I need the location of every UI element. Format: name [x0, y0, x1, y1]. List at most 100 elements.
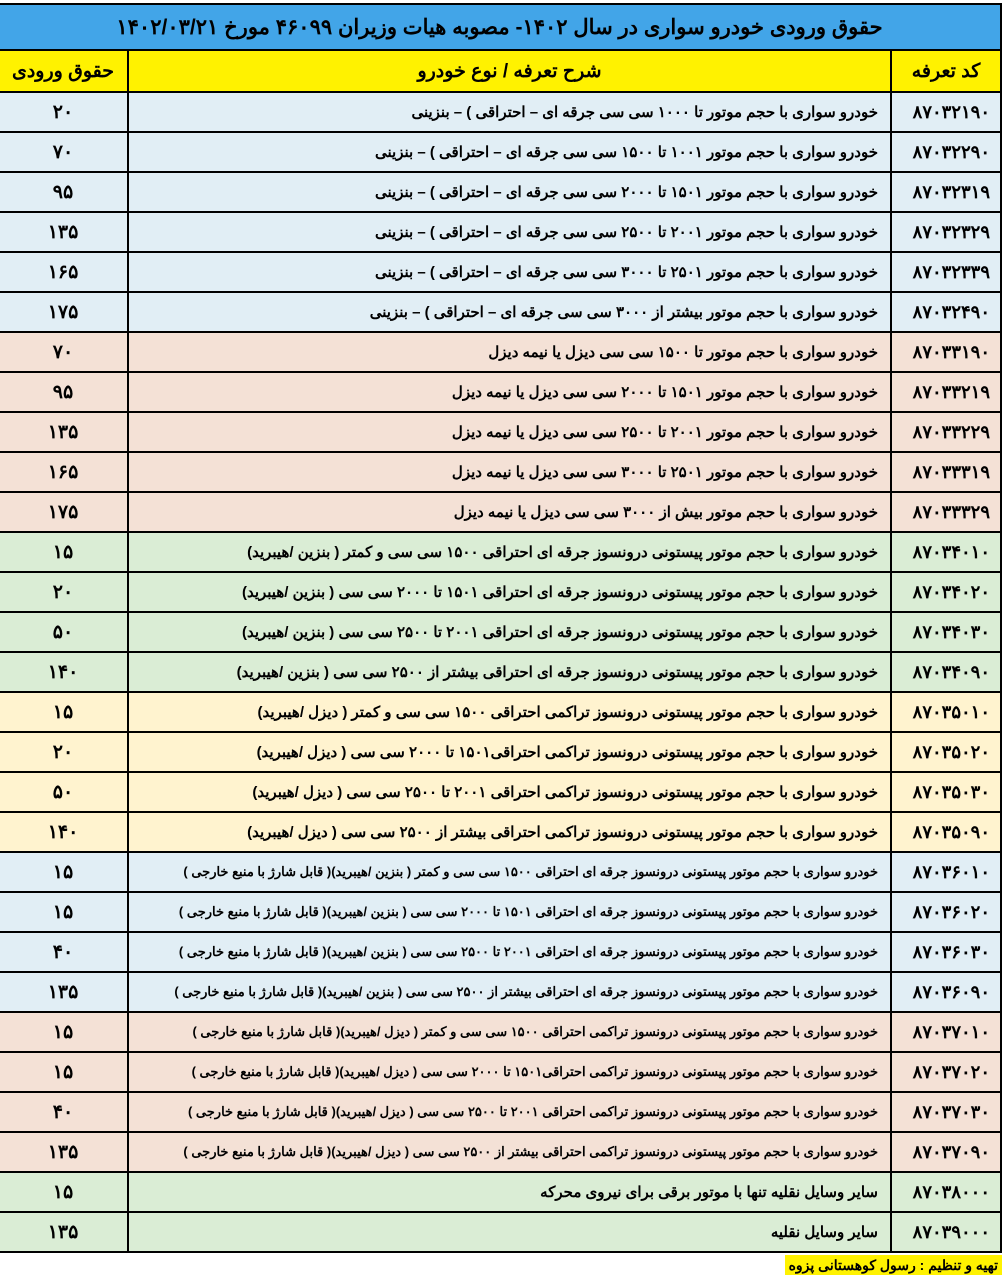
cell-duty: ۲۰	[0, 92, 128, 132]
cell-code: ۸۷۰۳۳۱۹۰	[891, 332, 1001, 372]
title-row: حقوق ورودی خودرو سواری در سال ۱۴۰۲- مصوب…	[0, 4, 1001, 50]
cell-code: ۸۷۰۳۵۰۱۰	[891, 692, 1001, 732]
cell-desc: خودرو سواری با حجم موتور ۲۵۰۱ تا ۳۰۰۰ سی…	[128, 252, 891, 292]
cell-duty: ۷۰	[0, 132, 128, 172]
cell-duty: ۱۵	[0, 852, 128, 892]
cell-desc: خودرو سواری با حجم موتور پیستونی درونسوز…	[128, 892, 891, 932]
table-row: ۸۷۰۳۶۰۹۰خودرو سواری با حجم موتور پیستونی…	[0, 972, 1001, 1012]
cell-code: ۸۷۰۳۲۳۱۹	[891, 172, 1001, 212]
table-row: ۸۷۰۳۵۰۳۰خودرو سواری با حجم موتور پیستونی…	[0, 772, 1001, 812]
table-row: ۸۷۰۳۲۳۳۹خودرو سواری با حجم موتور ۲۵۰۱ تا…	[0, 252, 1001, 292]
cell-duty: ۱۷۵	[0, 292, 128, 332]
cell-code: ۸۷۰۳۲۲۹۰	[891, 132, 1001, 172]
cell-desc: خودرو سواری با حجم موتور تا ۱۰۰۰ سی سی ج…	[128, 92, 891, 132]
table-row: ۸۷۰۳۴۰۳۰خودرو سواری با حجم موتور پیستونی…	[0, 612, 1001, 652]
cell-desc: خودرو سواری با حجم موتور پیستونی درونسوز…	[128, 532, 891, 572]
cell-duty: ۱۳۵	[0, 212, 128, 252]
table-row: ۸۷۰۳۵۰۱۰خودرو سواری با حجم موتور پیستونی…	[0, 692, 1001, 732]
cell-duty: ۵۰	[0, 612, 128, 652]
cell-duty: ۹۵	[0, 372, 128, 412]
table-row: ۸۷۰۳۴۰۲۰خودرو سواری با حجم موتور پیستونی…	[0, 572, 1001, 612]
table-row: ۸۷۰۳۵۰۲۰خودرو سواری با حجم موتور پیستونی…	[0, 732, 1001, 772]
cell-code: ۸۷۰۳۷۰۳۰	[891, 1092, 1001, 1132]
cell-duty: ۱۵	[0, 892, 128, 932]
table-row: ۸۷۰۳۵۰۹۰خودرو سواری با حجم موتور پیستونی…	[0, 812, 1001, 852]
cell-desc: خودرو سواری با حجم موتور پیستونی درونسوز…	[128, 772, 891, 812]
cell-duty: ۴۰	[0, 1092, 128, 1132]
cell-duty: ۱۵	[0, 692, 128, 732]
cell-code: ۸۷۰۳۶۰۳۰	[891, 932, 1001, 972]
cell-desc: خودرو سواری با حجم موتور بیش از ۳۰۰۰ سی …	[128, 492, 891, 532]
cell-code: ۸۷۰۳۲۳۲۹	[891, 212, 1001, 252]
cell-code: ۸۷۰۳۴۰۲۰	[891, 572, 1001, 612]
footer-credit: تهیه و تنظیم : رسول کوهستانی پزوه	[0, 1257, 1002, 1274]
table-row: ۸۷۰۳۲۳۱۹خودرو سواری با حجم موتور ۱۵۰۱ تا…	[0, 172, 1001, 212]
table-row: ۸۷۰۳۸۰۰۰سایر وسایل نقلیه تنها با موتور ب…	[0, 1172, 1001, 1212]
table-row: ۸۷۰۳۹۰۰۰سایر وسایل نقلیه۱۳۵	[0, 1212, 1001, 1252]
cell-desc: خودرو سواری با حجم موتور پیستونی درونسوز…	[128, 812, 891, 852]
cell-duty: ۱۳۵	[0, 1132, 128, 1172]
table-title: حقوق ورودی خودرو سواری در سال ۱۴۰۲- مصوب…	[0, 4, 1001, 50]
cell-duty: ۱۴۰	[0, 812, 128, 852]
cell-duty: ۱۴۰	[0, 652, 128, 692]
cell-code: ۸۷۰۳۷۰۲۰	[891, 1052, 1001, 1092]
table-row: ۸۷۰۳۳۲۲۹خودرو سواری با حجم موتور ۲۰۰۱ تا…	[0, 412, 1001, 452]
cell-desc: خودرو سواری با حجم موتور پیستونی درونسوز…	[128, 972, 891, 1012]
cell-duty: ۴۰	[0, 932, 128, 972]
table-row: ۸۷۰۳۷۰۳۰خودرو سواری با حجم موتور پیستونی…	[0, 1092, 1001, 1132]
table-row: ۸۷۰۳۲۳۲۹خودرو سواری با حجم موتور ۲۰۰۱ تا…	[0, 212, 1001, 252]
header-row: کد تعرفه شرح تعرفه / نوع خودرو حقوق ورود…	[0, 50, 1001, 92]
cell-code: ۸۷۰۳۶۰۹۰	[891, 972, 1001, 1012]
cell-desc: خودرو سواری با حجم موتور پیستونی درونسوز…	[128, 612, 891, 652]
cell-code: ۸۷۰۳۶۰۲۰	[891, 892, 1001, 932]
cell-code: ۸۷۰۳۳۳۱۹	[891, 452, 1001, 492]
cell-desc: خودرو سواری با حجم موتور پیستونی درونسوز…	[128, 732, 891, 772]
cell-code: ۸۷۰۳۲۱۹۰	[891, 92, 1001, 132]
cell-duty: ۱۳۵	[0, 972, 128, 1012]
cell-desc: خودرو سواری با حجم موتور پیستونی درونسوز…	[128, 1012, 891, 1052]
cell-code: ۸۷۰۳۴۰۹۰	[891, 652, 1001, 692]
cell-duty: ۱۵	[0, 1052, 128, 1092]
table-row: ۸۷۰۳۶۰۱۰خودرو سواری با حجم موتور پیستونی…	[0, 852, 1001, 892]
cell-code: ۸۷۰۳۵۰۲۰	[891, 732, 1001, 772]
tariff-table: حقوق ورودی خودرو سواری در سال ۱۴۰۲- مصوب…	[0, 3, 1002, 1253]
cell-duty: ۱۷۵	[0, 492, 128, 532]
cell-code: ۸۷۰۳۴۰۳۰	[891, 612, 1001, 652]
cell-duty: ۱۵	[0, 1172, 128, 1212]
cell-code: ۸۷۰۳۲۳۳۹	[891, 252, 1001, 292]
cell-desc: خودرو سواری با حجم موتور پیستونی درونسوز…	[128, 1132, 891, 1172]
cell-code: ۸۷۰۳۵۰۹۰	[891, 812, 1001, 852]
cell-code: ۸۷۰۳۷۰۱۰	[891, 1012, 1001, 1052]
table-row: ۸۷۰۳۳۳۱۹خودرو سواری با حجم موتور ۲۵۰۱ تا…	[0, 452, 1001, 492]
tariff-table-wrap: حقوق ورودی خودرو سواری در سال ۱۴۰۲- مصوب…	[0, 3, 1002, 1274]
cell-desc: خودرو سواری با حجم موتور ۱۵۰۱ تا ۲۰۰۰ سی…	[128, 172, 891, 212]
cell-desc: خودرو سواری با حجم موتور بیشتر از ۳۰۰۰ س…	[128, 292, 891, 332]
cell-duty: ۱۶۵	[0, 252, 128, 292]
table-row: ۸۷۰۳۷۰۱۰خودرو سواری با حجم موتور پیستونی…	[0, 1012, 1001, 1052]
col-header-code: کد تعرفه	[891, 50, 1001, 92]
table-row: ۸۷۰۳۷۰۹۰خودرو سواری با حجم موتور پیستونی…	[0, 1132, 1001, 1172]
table-row: ۸۷۰۳۶۰۳۰خودرو سواری با حجم موتور پیستونی…	[0, 932, 1001, 972]
cell-duty: ۲۰	[0, 572, 128, 612]
cell-code: ۸۷۰۳۲۴۹۰	[891, 292, 1001, 332]
cell-desc: خودرو سواری با حجم موتور ۱۰۰۱ تا ۱۵۰۰ سی…	[128, 132, 891, 172]
table-row: ۸۷۰۳۳۲۱۹خودرو سواری با حجم موتور ۱۵۰۱ تا…	[0, 372, 1001, 412]
table-row: ۸۷۰۳۷۰۲۰خودرو سواری با حجم موتور پیستونی…	[0, 1052, 1001, 1092]
col-header-duty: حقوق ورودی	[0, 50, 128, 92]
cell-duty: ۱۶۵	[0, 452, 128, 492]
cell-desc: سایر وسایل نقلیه	[128, 1212, 891, 1252]
cell-code: ۸۷۰۳۳۲۱۹	[891, 372, 1001, 412]
table-row: ۸۷۰۳۲۴۹۰خودرو سواری با حجم موتور بیشتر ا…	[0, 292, 1001, 332]
cell-desc: خودرو سواری با حجم موتور پیستونی درونسوز…	[128, 692, 891, 732]
cell-desc: خودرو سواری با حجم موتور پیستونی درونسوز…	[128, 852, 891, 892]
cell-desc: خودرو سواری با حجم موتور پیستونی درونسوز…	[128, 932, 891, 972]
cell-duty: ۱۵	[0, 532, 128, 572]
cell-duty: ۵۰	[0, 772, 128, 812]
cell-desc: خودرو سواری با حجم موتور پیستونی درونسوز…	[128, 652, 891, 692]
cell-duty: ۱۳۵	[0, 1212, 128, 1252]
cell-desc: خودرو سواری با حجم موتور پیستونی درونسوز…	[128, 572, 891, 612]
table-row: ۸۷۰۳۲۱۹۰خودرو سواری با حجم موتور تا ۱۰۰۰…	[0, 92, 1001, 132]
cell-duty: ۱۳۵	[0, 412, 128, 452]
cell-duty: ۹۵	[0, 172, 128, 212]
cell-code: ۸۷۰۳۹۰۰۰	[891, 1212, 1001, 1252]
